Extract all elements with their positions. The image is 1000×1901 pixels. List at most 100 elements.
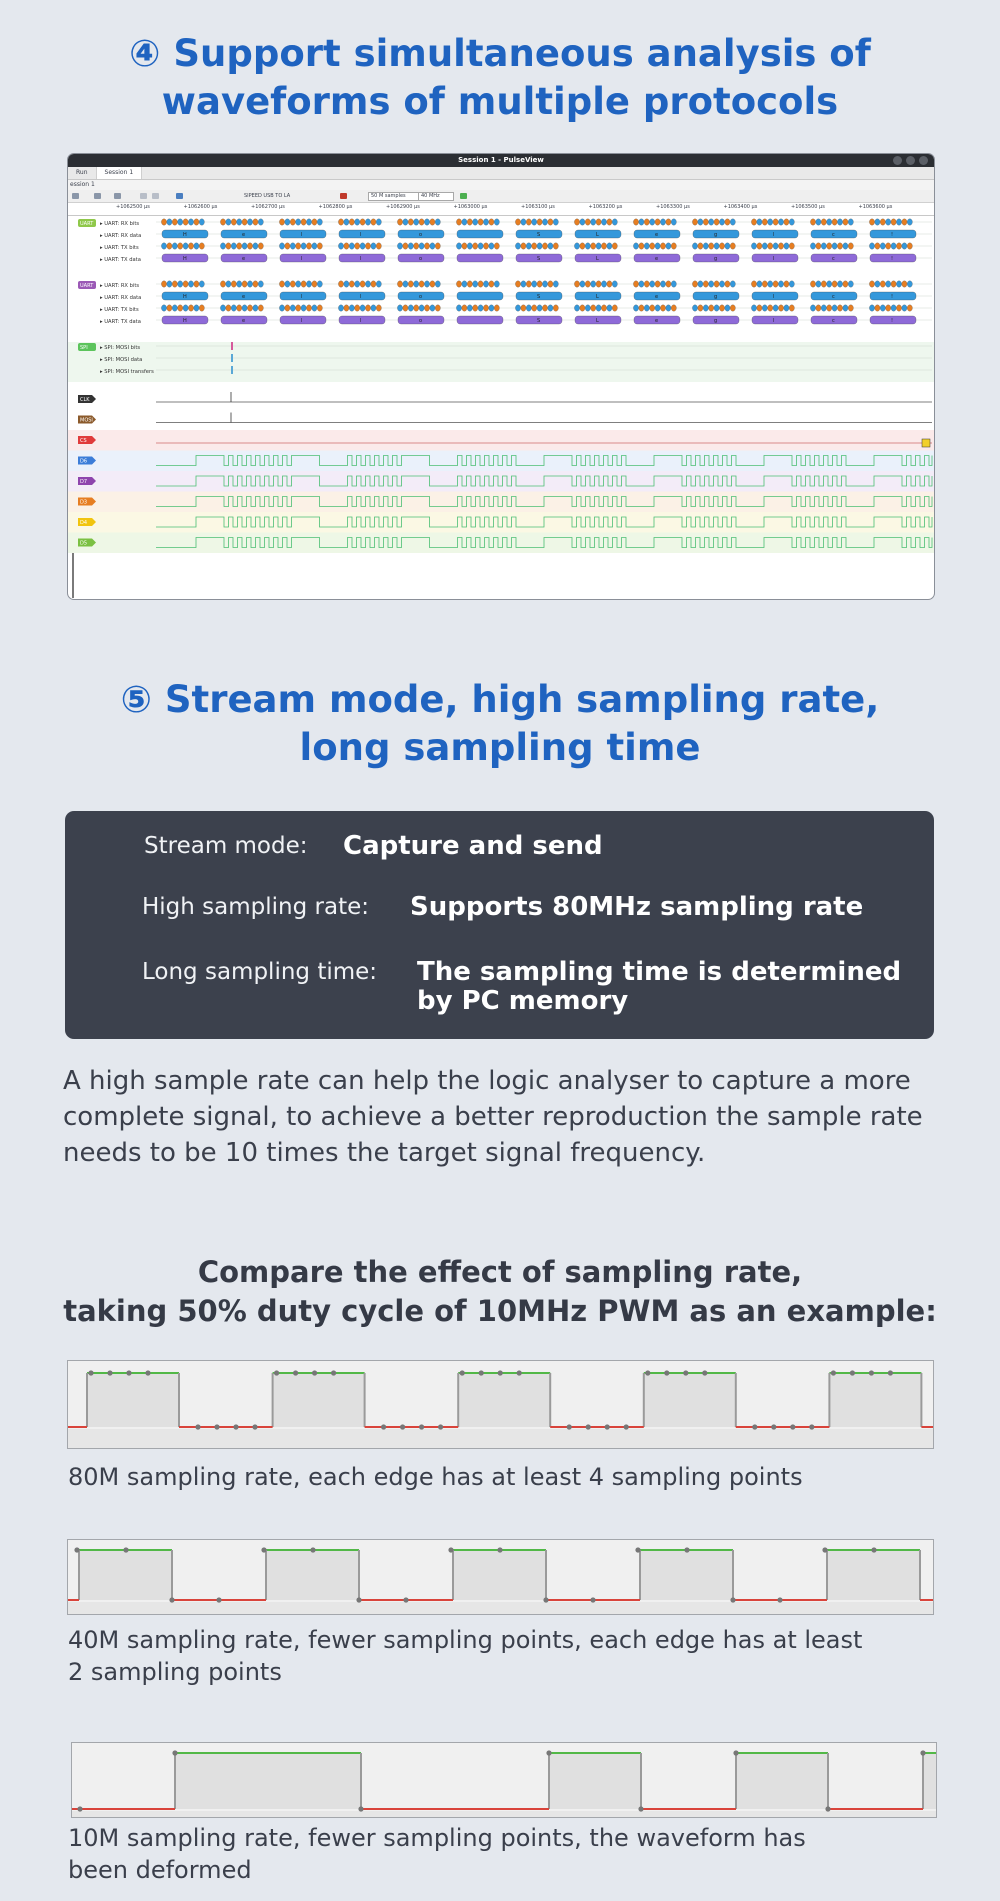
- ruler-tick-label: +1062800 μs: [318, 204, 353, 210]
- bit-mark: [810, 242, 816, 250]
- bit-mark: [365, 280, 371, 288]
- bit-mark: [848, 304, 854, 312]
- bit-mark: [461, 242, 468, 250]
- channel-badge: [78, 436, 96, 444]
- data-mark-label: c: [832, 318, 835, 324]
- data-mark-label: S: [537, 318, 540, 324]
- bit-mark: [343, 304, 350, 312]
- trace-row-label: ▸ UART: TX bits: [100, 307, 139, 313]
- bit-mark: [467, 242, 473, 250]
- close-icon[interactable]: [919, 156, 928, 165]
- bit-mark: [483, 304, 489, 312]
- sample-point: [419, 1424, 425, 1430]
- data-mark-label: e: [242, 256, 245, 262]
- minimize-icon[interactable]: [893, 156, 902, 165]
- bit-mark: [585, 304, 591, 312]
- channel-bg: [68, 430, 934, 451]
- trace-row-label: ▸ UART: RX data: [100, 233, 141, 239]
- bit-mark: [719, 242, 725, 250]
- sample-point: [310, 1547, 316, 1553]
- cursor-icon[interactable]: [176, 193, 183, 199]
- pulseview-titlebar: Session 1 - PulseView: [68, 154, 934, 167]
- bit-mark: [225, 242, 232, 250]
- wave-high-fill: [458, 1373, 551, 1427]
- sample-point: [214, 1424, 220, 1430]
- bit-mark: [220, 304, 226, 312]
- decoder-icon[interactable]: [460, 193, 467, 199]
- zoom-in-icon[interactable]: [140, 193, 147, 199]
- samples-select[interactable]: 50 M samples: [368, 192, 420, 201]
- bit-mark: [429, 218, 436, 226]
- bit-mark: [654, 218, 661, 226]
- tab-session-1[interactable]: Session 1: [96, 167, 143, 179]
- bit-mark: [193, 304, 200, 312]
- bit-mark: [703, 218, 709, 226]
- data-mark: [574, 291, 622, 301]
- data-mark-label: l: [301, 294, 302, 300]
- bit-mark: [837, 242, 843, 250]
- bit-mark: [831, 280, 838, 288]
- channel-pulse-trace: [156, 537, 933, 548]
- bit-mark: [789, 280, 795, 288]
- bit-mark: [402, 304, 409, 312]
- tab-run[interactable]: Run: [68, 167, 97, 179]
- bit-mark: [188, 242, 194, 250]
- bit-mark: [188, 304, 194, 312]
- bit-mark: [376, 280, 382, 288]
- bit-mark: [590, 280, 596, 288]
- bit-mark: [772, 218, 779, 226]
- save-icon[interactable]: [94, 193, 101, 199]
- decoder-badge: [78, 219, 96, 227]
- data-mark-label: l: [773, 318, 774, 324]
- bit-mark: [730, 304, 736, 312]
- data-mark-label: l: [773, 294, 774, 300]
- bit-mark: [472, 218, 478, 226]
- open-icon[interactable]: [72, 193, 79, 199]
- bit-mark: [397, 218, 403, 226]
- data-mark-label: g: [714, 318, 717, 324]
- bit-mark: [365, 242, 371, 250]
- bit-mark: [252, 304, 259, 312]
- data-mark-label: e: [242, 294, 245, 300]
- settings-icon[interactable]: [114, 193, 121, 199]
- bit-mark: [890, 280, 897, 288]
- bit-mark: [193, 218, 200, 226]
- channel-badge: [78, 456, 96, 465]
- data-mark: [220, 315, 268, 325]
- device-selector[interactable]: SIPEED USB TO LA: [244, 193, 291, 199]
- bit-mark: [762, 218, 768, 226]
- bit-mark: [703, 280, 709, 288]
- channel-badge: [78, 415, 96, 424]
- bit-mark: [719, 304, 725, 312]
- bit-mark: [756, 218, 763, 226]
- bit-mark: [601, 242, 607, 250]
- bit-mark: [515, 304, 521, 312]
- data-mark: [279, 291, 327, 301]
- decoder-badge-label: SPI: [80, 345, 88, 351]
- bit-mark: [370, 304, 377, 312]
- rate-select[interactable]: 40 MHz: [418, 192, 454, 201]
- bit-mark: [483, 242, 489, 250]
- decoder-badge: [78, 281, 96, 289]
- data-mark: [338, 229, 386, 239]
- maximize-icon[interactable]: [906, 156, 915, 165]
- bit-mark: [370, 218, 377, 226]
- bit-mark: [730, 280, 736, 288]
- bit-mark: [418, 218, 425, 226]
- channel-bg: [68, 389, 934, 410]
- bit-mark: [182, 218, 189, 226]
- data-mark-label: L: [596, 232, 599, 238]
- bit-mark: [644, 218, 650, 226]
- ruler-tick-label: +1062600 μs: [183, 204, 218, 210]
- bit-mark: [252, 242, 259, 250]
- probe-icon[interactable]: [340, 193, 347, 199]
- bit-mark: [311, 280, 318, 288]
- data-mark: [574, 253, 622, 263]
- bit-mark: [907, 280, 913, 288]
- bit-mark: [874, 280, 881, 288]
- zoom-out-icon[interactable]: [152, 193, 159, 199]
- bit-mark: [874, 218, 881, 226]
- bit-mark: [483, 280, 489, 288]
- sample-point: [381, 1424, 387, 1430]
- bit-mark: [606, 304, 613, 312]
